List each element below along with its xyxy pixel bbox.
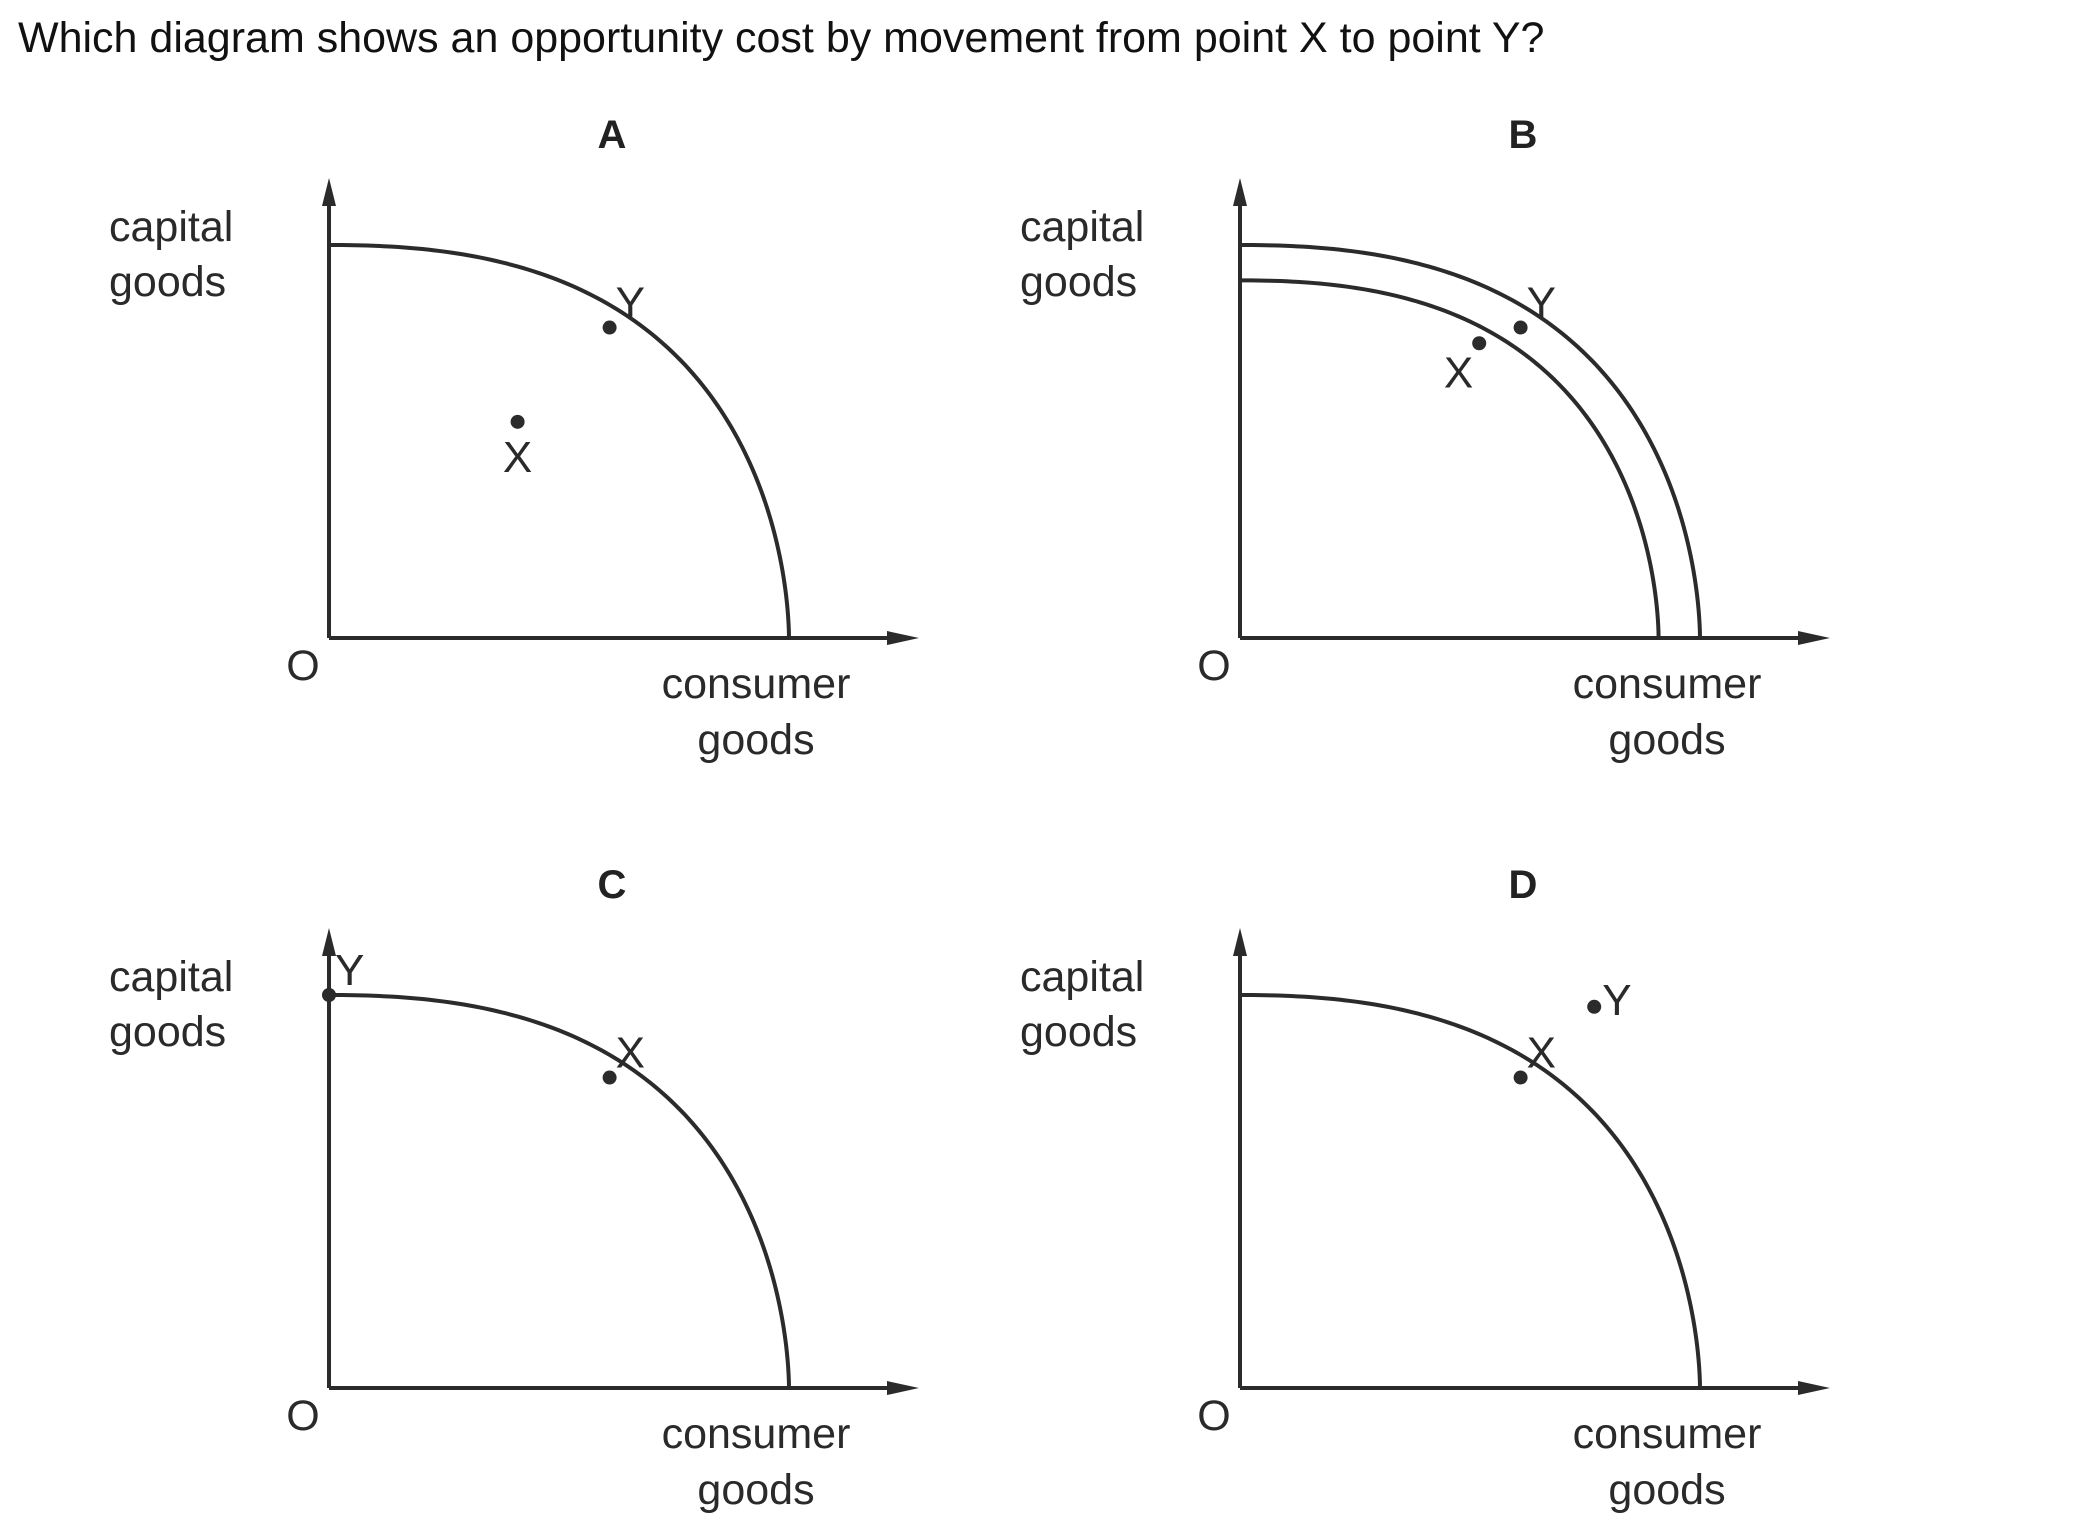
x-axis-arrow-icon	[1798, 631, 1830, 645]
point-x-label: X	[503, 433, 532, 482]
origin-label: O	[286, 642, 319, 690]
x-axis-label: consumer	[662, 660, 851, 708]
ppf-curve	[1239, 243, 1702, 639]
point-y-label: Y	[1527, 279, 1556, 328]
y-axis-label: goods	[109, 1008, 226, 1056]
point-x-label: X	[1444, 348, 1473, 397]
y-axis-label: goods	[1020, 258, 1137, 306]
diagram-letter: D	[1509, 863, 1538, 907]
ppf-curve	[1239, 278, 1661, 639]
point-y-label: Y	[1602, 976, 1631, 1025]
y-axis-arrow-icon	[1233, 178, 1247, 206]
diagram-letter: C	[598, 863, 627, 907]
point-x-dot	[1472, 336, 1487, 351]
y-axis-arrow-icon	[322, 178, 336, 206]
point-y-dot	[602, 320, 617, 335]
y-axis-arrow-icon	[322, 928, 336, 956]
y-axis-arrow-icon	[1233, 928, 1247, 956]
y-axis-label: capital	[1020, 953, 1144, 1001]
point-x-dot	[1513, 1070, 1528, 1085]
point-y-label: Y	[335, 946, 364, 995]
point-y-dot	[322, 988, 336, 1002]
point-x-label: X	[1527, 1029, 1556, 1078]
point-y-dot	[1587, 999, 1602, 1014]
diagram-letter: B	[1509, 113, 1538, 157]
y-axis-label: capital	[109, 953, 233, 1001]
x-axis-arrow-icon	[887, 1381, 919, 1395]
question-text: Which diagram shows an opportunity cost …	[18, 14, 1545, 62]
point-x-dot	[602, 1070, 617, 1085]
origin-label: O	[1197, 1392, 1230, 1440]
x-axis-label: consumer	[1573, 660, 1762, 708]
origin-label: O	[1197, 642, 1230, 690]
y-axis-label: capital	[1020, 203, 1144, 251]
point-x-label: X	[616, 1029, 645, 1078]
x-axis-arrow-icon	[887, 631, 919, 645]
x-axis-label: consumer	[662, 1410, 851, 1458]
point-y-dot	[1513, 320, 1528, 335]
y-axis-label: capital	[109, 203, 233, 251]
ppf-curve	[328, 993, 791, 1389]
diagram-letter: A	[598, 113, 627, 157]
y-axis-label: goods	[1020, 1008, 1137, 1056]
x-axis-label: goods	[1608, 1466, 1725, 1514]
origin-label: O	[286, 1392, 319, 1440]
point-y-label: Y	[616, 279, 645, 328]
y-axis-label: goods	[109, 258, 226, 306]
ppf-curve	[1239, 993, 1702, 1389]
point-x-dot	[510, 414, 525, 429]
ppf-curve	[328, 243, 791, 639]
x-axis-label: goods	[697, 716, 814, 764]
x-axis-label: consumer	[1573, 1410, 1762, 1458]
x-axis-arrow-icon	[1798, 1381, 1830, 1395]
x-axis-label: goods	[1608, 716, 1725, 764]
x-axis-label: goods	[697, 1466, 814, 1514]
